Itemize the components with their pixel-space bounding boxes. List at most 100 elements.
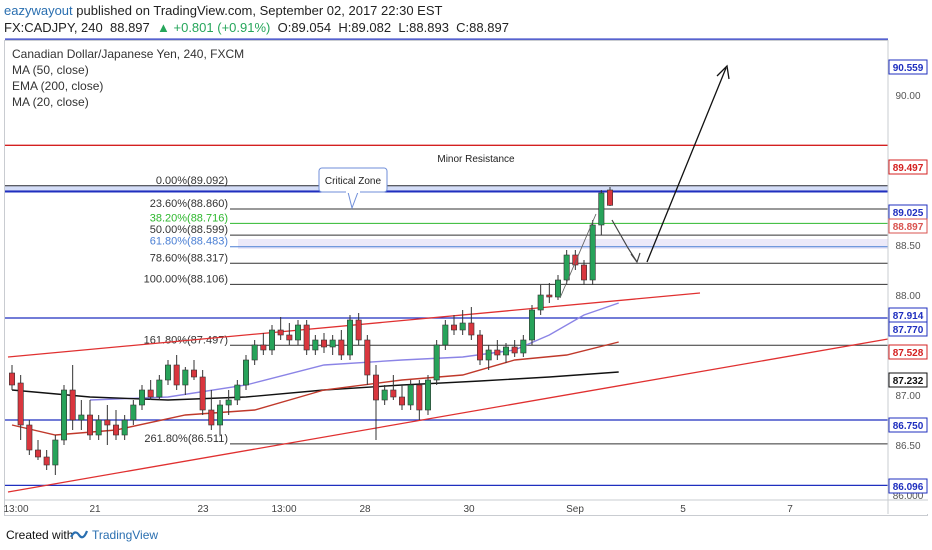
moving-average-line [89, 302, 619, 401]
pullback-arrowhead [630, 252, 641, 264]
candle-body [407, 384, 414, 406]
time-tick-label: 5 [680, 504, 686, 515]
price-tick-label: 88.00 [895, 291, 920, 302]
time-tick-label: 28 [359, 504, 371, 515]
candle-body [355, 319, 362, 341]
candle-body [43, 456, 50, 466]
price-change: +0.801 (+0.91%) [173, 20, 271, 35]
candle-body [182, 369, 189, 386]
candle-body [555, 279, 561, 298]
candle-body [416, 384, 423, 411]
high-value: H:89.082 [338, 20, 392, 35]
price-tag-label: 87.914 [893, 311, 924, 322]
fib-label: 78.60%(88.317) [150, 252, 228, 264]
candle-body [433, 344, 440, 381]
fib-label: 38.20%(88.716) [150, 212, 228, 224]
time-tick-label: Sep [566, 504, 584, 515]
price-tag-fill [889, 345, 927, 359]
candle-body [277, 329, 284, 336]
legend-ma50[interactable]: MA (50, close) [12, 63, 89, 77]
candle-body [494, 349, 501, 356]
price-tag-label: 89.025 [893, 208, 924, 219]
candle-body [165, 364, 171, 381]
candle-body [139, 389, 145, 406]
price-tag-label: 89.497 [893, 163, 924, 174]
candle-body [17, 382, 24, 426]
candle-body [529, 309, 535, 341]
price-tag-border [888, 417, 928, 433]
candle-body [173, 364, 180, 386]
candle-body [321, 339, 327, 348]
candle-body [329, 339, 336, 348]
candle-body [260, 344, 267, 351]
candle-body [537, 294, 544, 311]
candle-body [295, 324, 301, 341]
author-link[interactable]: eazywayout [4, 3, 73, 18]
symbol-line: FX:CADJPY, 240 88.897 ▲ +0.801 (+0.91%) … [4, 20, 509, 35]
candle-body [217, 404, 223, 426]
candle-body [286, 334, 293, 341]
fib-label: 261.80%(86.511) [144, 433, 228, 445]
time-tick-label: 21 [89, 504, 101, 515]
price-tag-label: 86.750 [893, 421, 924, 432]
tradingview-logo-icon [70, 530, 88, 539]
price-tag-label: 86.096 [893, 482, 924, 493]
candle-body [451, 324, 457, 331]
symbol-label: FX:CADJPY, 240 [4, 20, 103, 35]
candle-body [113, 424, 119, 436]
legend-ma20[interactable]: MA (20, close) [12, 95, 89, 109]
price-tag-label: 87.770 [893, 325, 924, 336]
candle-body [52, 439, 59, 466]
price-tag-fill [889, 418, 927, 432]
fib-label: 61.80%(88.483) [150, 236, 228, 248]
candle-body [191, 369, 197, 378]
upper-trendline [7, 292, 701, 358]
footer: Created with TradingView [0, 518, 932, 550]
candle-body [130, 404, 137, 421]
candle-body [69, 389, 76, 421]
critical-zone-band [5, 185, 888, 190]
candle-body [87, 414, 93, 436]
publish-header: eazywayout published on TradingView.com,… [0, 0, 932, 38]
price-tag-border [888, 372, 928, 388]
time-tick-label: 7 [787, 504, 793, 515]
fib-label: 0.00%(89.092) [156, 175, 228, 187]
price-tag-fill [889, 322, 927, 336]
candle-body [147, 389, 154, 398]
candle-body [589, 224, 596, 281]
time-tick-label: 30 [463, 504, 475, 515]
price-tick-label: 86.50 [895, 441, 920, 452]
price-tag-fill [889, 205, 927, 219]
price-tick-label: 86.000 [893, 491, 924, 502]
candle-body [364, 339, 371, 376]
candle-body [442, 324, 449, 346]
price-tag-border [888, 159, 928, 175]
tradingview-link[interactable]: TradingView [92, 528, 159, 542]
candle-body [35, 449, 41, 458]
price-tag-border [888, 218, 928, 234]
candle-body [104, 419, 111, 426]
candle-body [78, 414, 85, 421]
candle-body [581, 264, 587, 281]
candle-body [251, 344, 258, 361]
price-tag-label: 90.559 [893, 63, 924, 74]
candle-body [381, 389, 388, 401]
legend-title: Canadian Dollar/Japanese Yen, 240, FXCM [12, 47, 245, 61]
candle-body [234, 384, 241, 401]
open-value: O:89.054 [277, 20, 332, 35]
candle-body [598, 192, 605, 226]
candle-body [520, 339, 527, 354]
fib-label: 50.00%(88.599) [150, 224, 228, 236]
candle-body [477, 334, 483, 361]
candle-body [26, 424, 33, 451]
price-tag-fill [889, 373, 927, 387]
candle-body [572, 254, 579, 266]
chart-legend: Canadian Dollar/Japanese Yen, 240, FXCM … [12, 46, 244, 110]
price-tag-fill [889, 160, 927, 174]
legend-ema200[interactable]: EMA (200, close) [12, 79, 104, 93]
candle-body [95, 419, 102, 436]
fib-label: 100.00%(88.106) [144, 273, 228, 285]
critical-zone-label: Critical Zone [325, 176, 382, 187]
price-tag-label: 87.528 [893, 348, 924, 359]
